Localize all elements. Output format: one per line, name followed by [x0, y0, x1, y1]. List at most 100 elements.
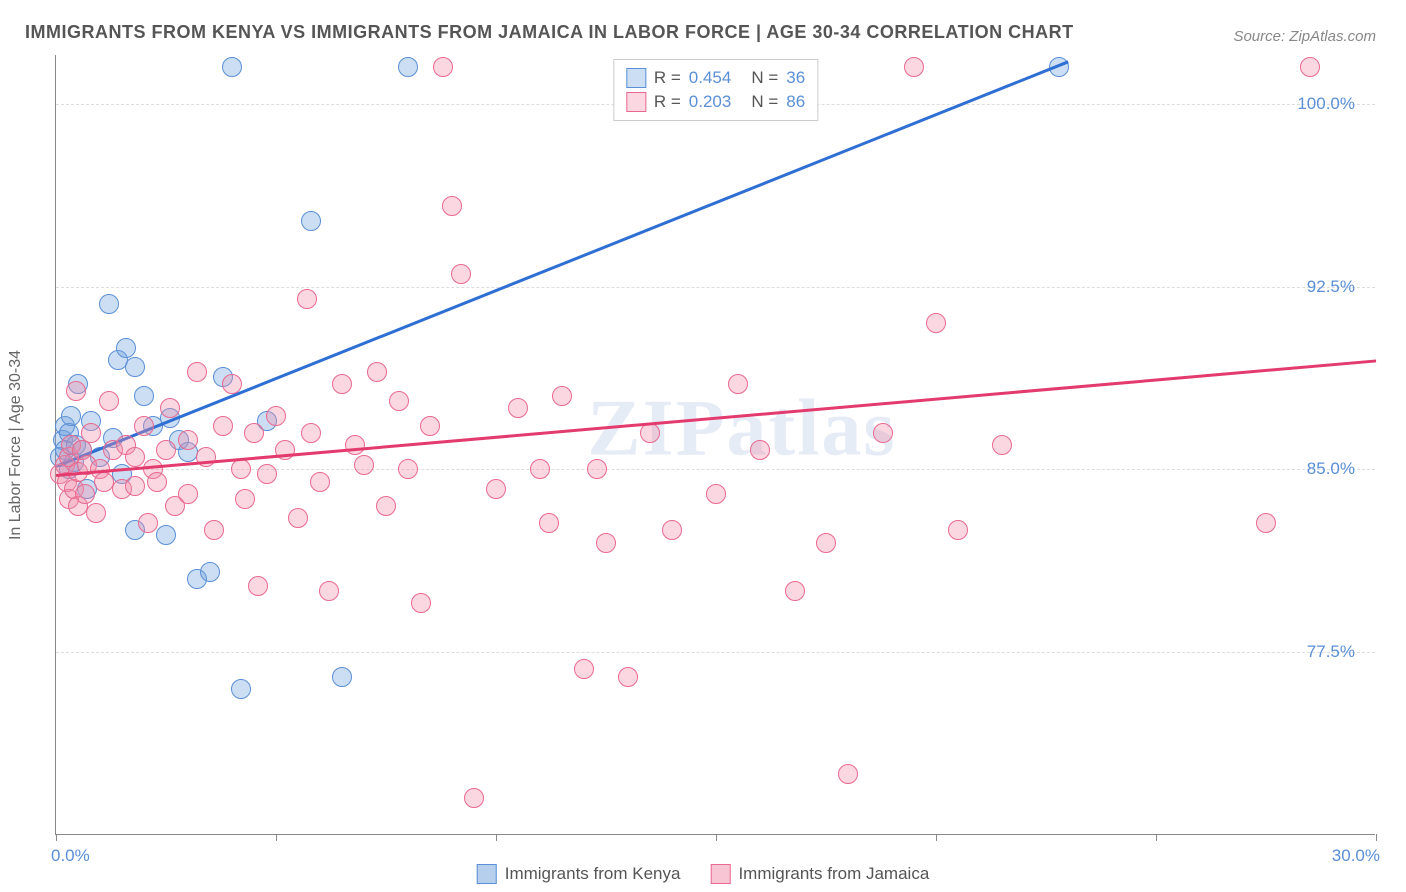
scatter-point: [310, 472, 330, 492]
scatter-point: [354, 455, 374, 475]
legend-n-value-0: 36: [786, 68, 805, 88]
x-axis-min-label: 0.0%: [51, 846, 90, 866]
legend-r-value-0: 0.454: [689, 68, 732, 88]
scatter-point: [486, 479, 506, 499]
scatter-point: [442, 196, 462, 216]
scatter-point: [156, 525, 176, 545]
scatter-point: [178, 484, 198, 504]
grid-line: [56, 652, 1375, 653]
scatter-point: [213, 416, 233, 436]
scatter-point: [411, 593, 431, 613]
legend-bottom-label-1: Immigrants from Jamaica: [738, 864, 929, 884]
scatter-point: [116, 338, 136, 358]
scatter-point: [706, 484, 726, 504]
legend-r-value-1: 0.203: [689, 92, 732, 112]
scatter-point: [574, 659, 594, 679]
grid-line: [56, 287, 1375, 288]
scatter-point: [99, 391, 119, 411]
scatter-point: [288, 508, 308, 528]
x-tick: [716, 834, 717, 841]
scatter-point: [552, 386, 572, 406]
scatter-point: [451, 264, 471, 284]
scatter-point: [376, 496, 396, 516]
scatter-point: [222, 374, 242, 394]
scatter-point: [297, 289, 317, 309]
scatter-point: [992, 435, 1012, 455]
x-tick: [1376, 834, 1377, 841]
legend-bottom-item-1: Immigrants from Jamaica: [710, 864, 929, 884]
scatter-point: [147, 472, 167, 492]
scatter-point: [319, 581, 339, 601]
plot-area: In Labor Force | Age 30-34 ZIPatlas R = …: [55, 55, 1375, 835]
scatter-point: [138, 513, 158, 533]
x-axis-max-label: 30.0%: [1332, 846, 1380, 866]
scatter-point: [204, 520, 224, 540]
chart-title: IMMIGRANTS FROM KENYA VS IMMIGRANTS FROM…: [25, 22, 1074, 43]
scatter-point: [530, 459, 550, 479]
scatter-point: [156, 440, 176, 460]
legend-swatch-jamaica: [626, 92, 646, 112]
scatter-point: [948, 520, 968, 540]
legend-swatch-icon: [710, 864, 730, 884]
scatter-point: [244, 423, 264, 443]
scatter-point: [231, 459, 251, 479]
scatter-point: [587, 459, 607, 479]
legend-stats-row-1: R = 0.203 N = 86: [626, 90, 805, 114]
scatter-point: [1256, 513, 1276, 533]
legend-bottom-label-0: Immigrants from Kenya: [505, 864, 681, 884]
scatter-point: [257, 464, 277, 484]
scatter-point: [345, 435, 365, 455]
scatter-point: [873, 423, 893, 443]
x-tick: [276, 834, 277, 841]
legend-r-label: R =: [654, 68, 681, 88]
legend-stats-row-0: R = 0.454 N = 36: [626, 66, 805, 90]
scatter-point: [816, 533, 836, 553]
scatter-point: [301, 211, 321, 231]
scatter-point: [662, 520, 682, 540]
y-tick-label: 85.0%: [1307, 459, 1355, 479]
legend-n-label: N =: [751, 68, 778, 88]
scatter-point: [235, 489, 255, 509]
scatter-point: [640, 423, 660, 443]
scatter-point: [75, 484, 95, 504]
x-tick: [56, 834, 57, 841]
watermark: ZIPatlas: [587, 383, 896, 474]
legend-r-label: R =: [654, 92, 681, 112]
scatter-point: [904, 57, 924, 77]
scatter-point: [539, 513, 559, 533]
scatter-point: [1300, 57, 1320, 77]
scatter-point: [785, 581, 805, 601]
scatter-point: [838, 764, 858, 784]
legend-bottom: Immigrants from Kenya Immigrants from Ja…: [477, 864, 930, 884]
y-tick-label: 77.5%: [1307, 642, 1355, 662]
source-label: Source: ZipAtlas.com: [1233, 28, 1376, 45]
scatter-point: [398, 57, 418, 77]
scatter-point: [86, 503, 106, 523]
scatter-point: [99, 294, 119, 314]
scatter-point: [332, 667, 352, 687]
scatter-point: [248, 576, 268, 596]
scatter-point: [464, 788, 484, 808]
scatter-point: [389, 391, 409, 411]
scatter-point: [178, 430, 198, 450]
x-tick: [496, 834, 497, 841]
scatter-point: [508, 398, 528, 418]
scatter-point: [81, 423, 101, 443]
legend-stats: R = 0.454 N = 36 R = 0.203 N = 86: [613, 59, 818, 121]
scatter-point: [618, 667, 638, 687]
y-axis-title: In Labor Force | Age 30-34: [7, 349, 25, 539]
scatter-point: [187, 362, 207, 382]
scatter-point: [125, 476, 145, 496]
scatter-point: [125, 447, 145, 467]
scatter-point: [332, 374, 352, 394]
scatter-point: [926, 313, 946, 333]
x-tick: [1156, 834, 1157, 841]
y-tick-label: 92.5%: [1307, 277, 1355, 297]
scatter-point: [134, 386, 154, 406]
scatter-point: [134, 416, 154, 436]
scatter-point: [596, 533, 616, 553]
chart-container: IMMIGRANTS FROM KENYA VS IMMIGRANTS FROM…: [0, 0, 1406, 892]
legend-bottom-item-0: Immigrants from Kenya: [477, 864, 681, 884]
legend-swatch-kenya: [626, 68, 646, 88]
scatter-point: [66, 381, 86, 401]
